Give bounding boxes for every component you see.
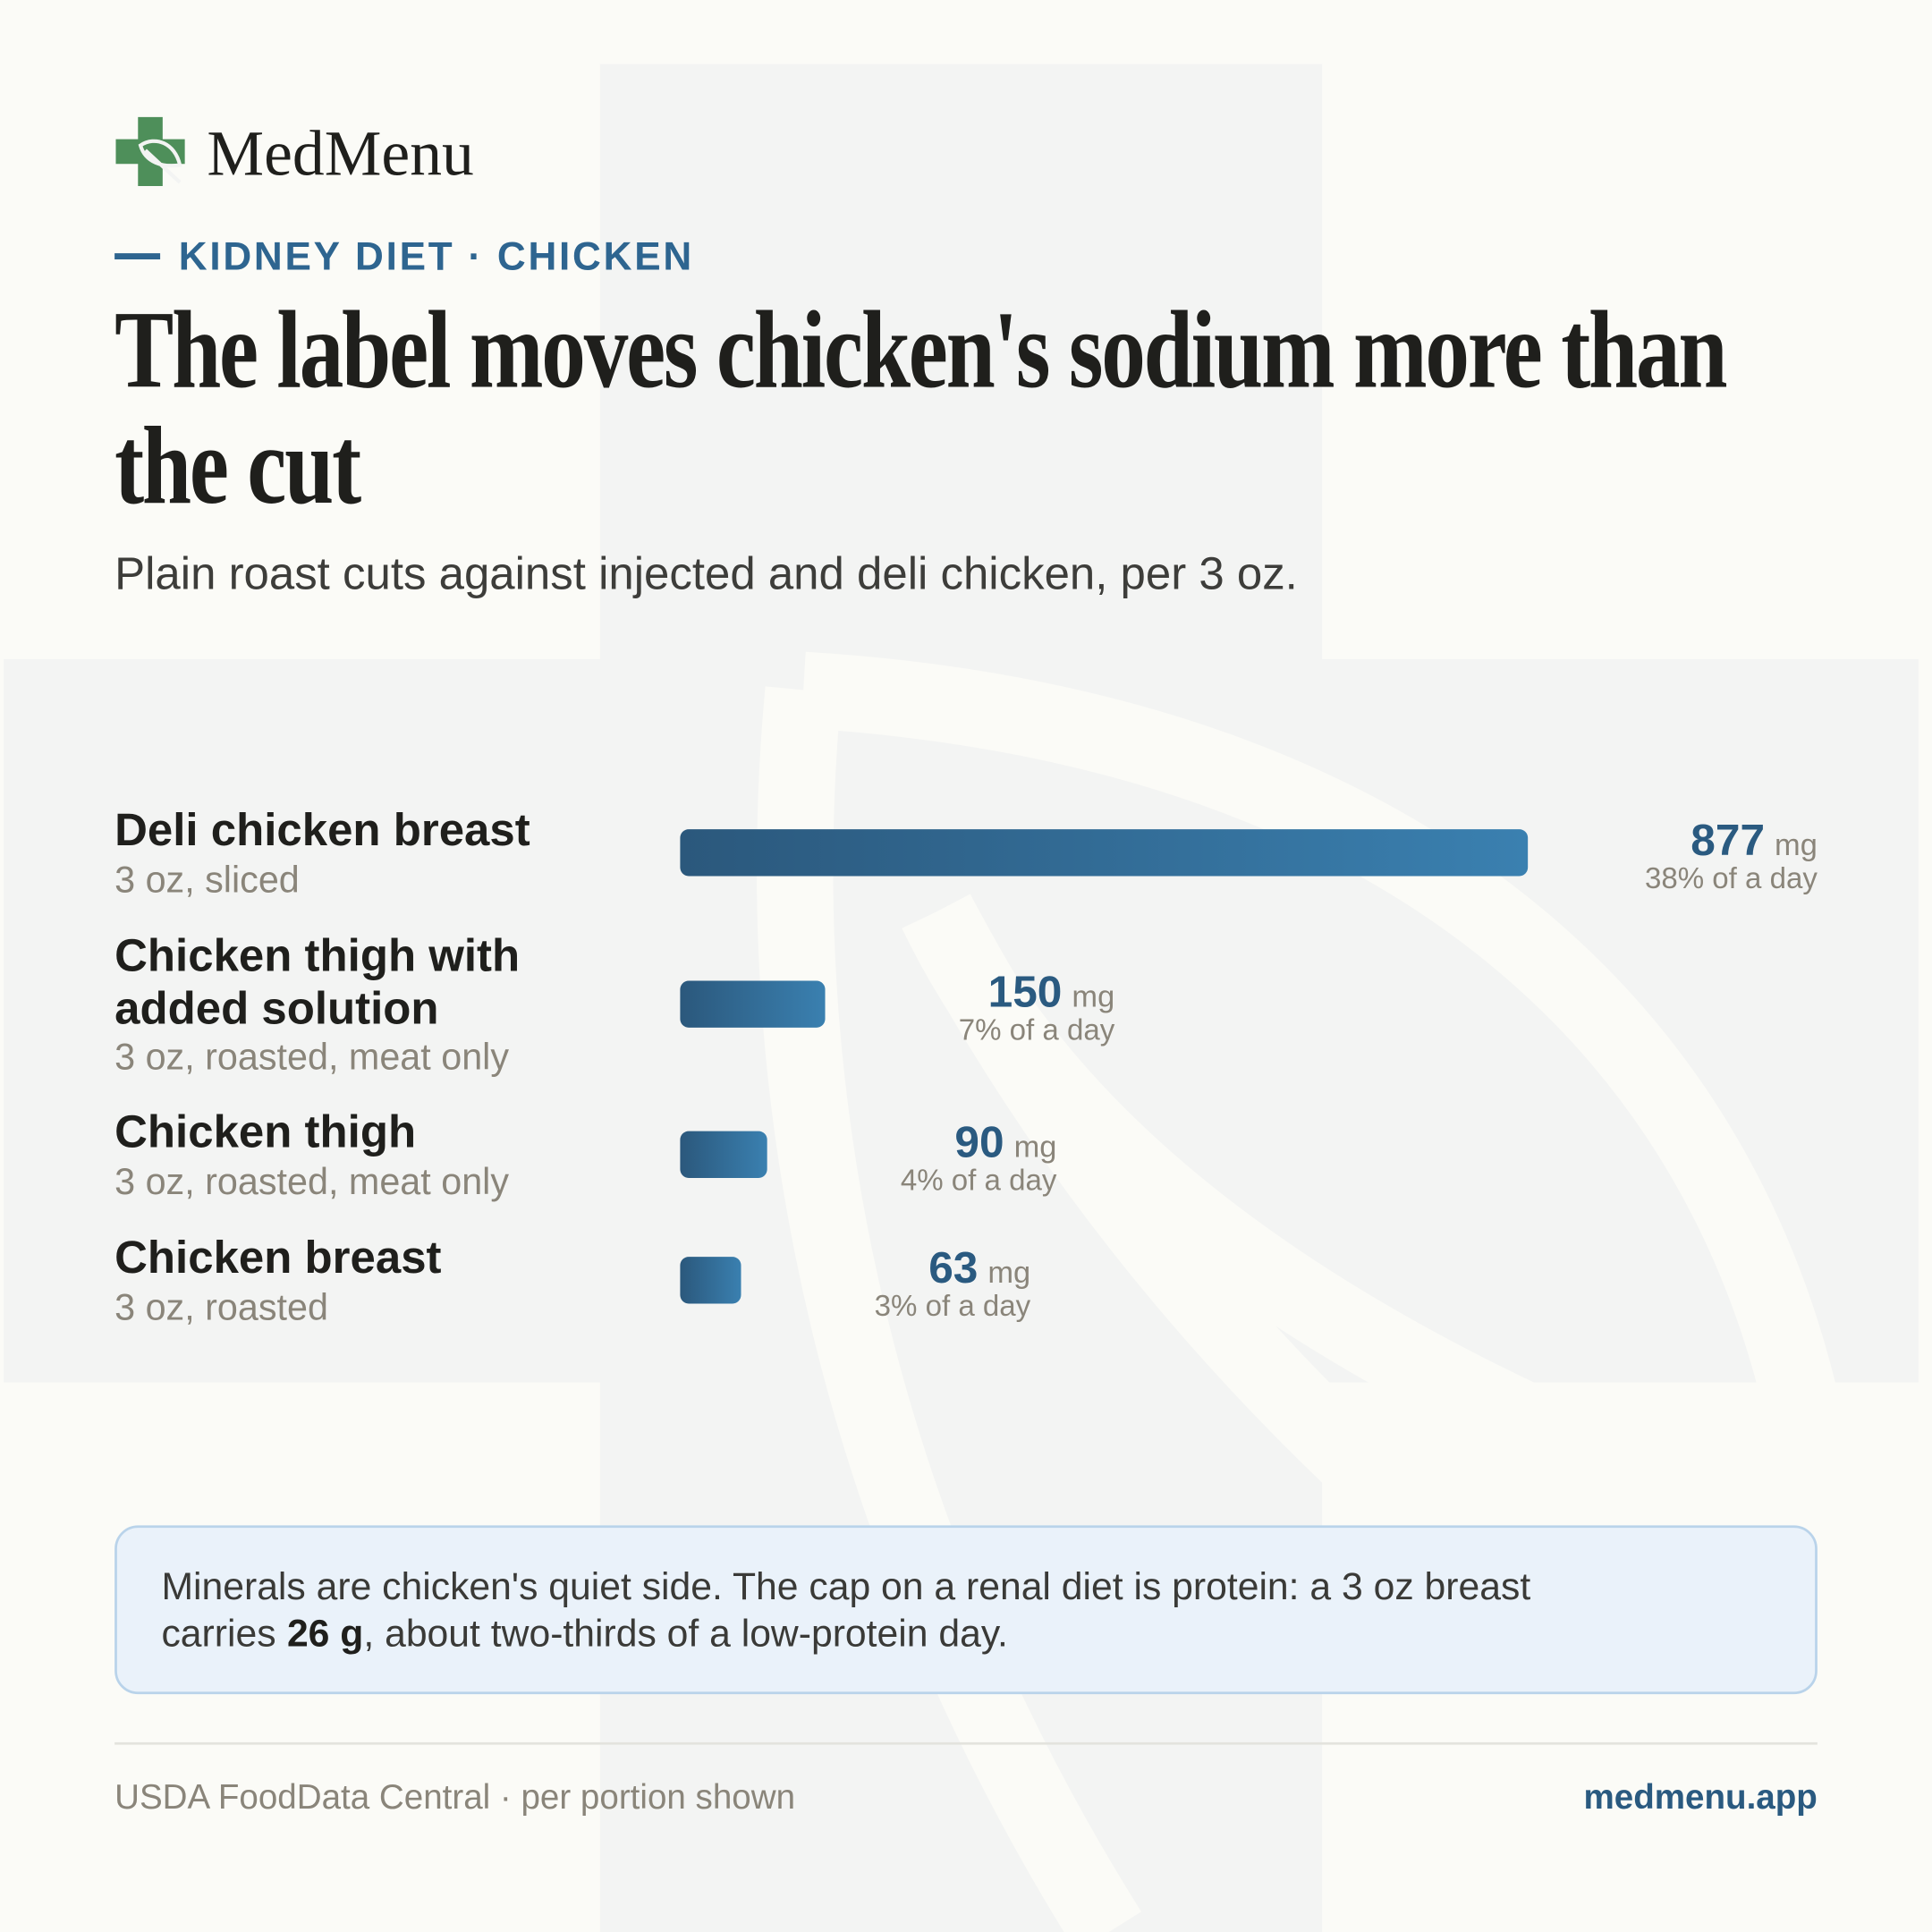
value-label: 877 mg — [1690, 815, 1818, 865]
source: USDA FoodData Central · per portion show… — [114, 1778, 795, 1817]
bar — [680, 1257, 741, 1304]
unit: mg — [1072, 979, 1114, 1013]
unit: mg — [1775, 828, 1818, 862]
note-box — [114, 1525, 1818, 1695]
site-link[interactable]: medmenu.app — [1583, 1778, 1817, 1817]
bar — [680, 829, 1529, 877]
note-line: carries 26 g, about two-thirds of a low-p… — [161, 1612, 1007, 1655]
category-label: Chicken thigh with added solution — [114, 930, 521, 1034]
note-text: , about two-thirds of a low-protein day. — [363, 1612, 1008, 1655]
daily-label: 4% of a day — [901, 1165, 1057, 1198]
value: 150 — [988, 966, 1063, 1016]
category-description: 3 oz, roasted — [114, 1286, 328, 1327]
category-box: Deli chicken breast — [114, 804, 530, 856]
category-description: 3 oz, roasted, meat only — [114, 1161, 509, 1202]
value: 90 — [954, 1117, 1004, 1167]
category-label: Chicken thigh — [114, 1106, 417, 1157]
note-line: Minerals are chicken's quiet side. The c… — [161, 1565, 1530, 1608]
title-box: The label moves chicken's sodium more th… — [114, 292, 1727, 528]
category-label: Deli chicken breast — [114, 804, 530, 856]
unit: mg — [1014, 1131, 1057, 1165]
category-label: Chicken breast — [114, 1232, 442, 1284]
background-leaf — [757, 651, 1932, 1932]
category-box: Chicken thigh with added solution — [114, 930, 521, 1034]
bar — [680, 1131, 767, 1178]
title: The label moves chicken's sodium more th… — [114, 292, 1727, 528]
category-description: 3 oz, sliced — [114, 859, 300, 900]
value-label: 63 mg — [928, 1242, 1030, 1292]
value-label: 150 mg — [988, 966, 1115, 1016]
daily-label: 3% of a day — [875, 1290, 1031, 1323]
brand: MedMenu — [207, 119, 473, 190]
category-box: Chicken breast — [114, 1232, 442, 1284]
kicker: KIDNEY DIET · CHICKEN — [179, 235, 694, 279]
subtitle: Plain roast cuts against injected and de… — [114, 547, 1298, 598]
value: 63 — [928, 1242, 978, 1292]
category-box: Chicken thigh — [114, 1106, 417, 1157]
note-emphasis: 26 g — [287, 1612, 363, 1655]
logo-icon — [115, 116, 185, 187]
daily-label: 38% of a day — [1645, 862, 1818, 895]
value: 877 — [1690, 815, 1765, 865]
unit: mg — [987, 1256, 1030, 1290]
category-description: 3 oz, roasted, meat only — [114, 1037, 509, 1078]
value-label: 90 mg — [954, 1117, 1056, 1167]
daily-label: 7% of a day — [959, 1014, 1115, 1047]
bar — [680, 980, 826, 1028]
note-text: carries — [161, 1612, 275, 1655]
